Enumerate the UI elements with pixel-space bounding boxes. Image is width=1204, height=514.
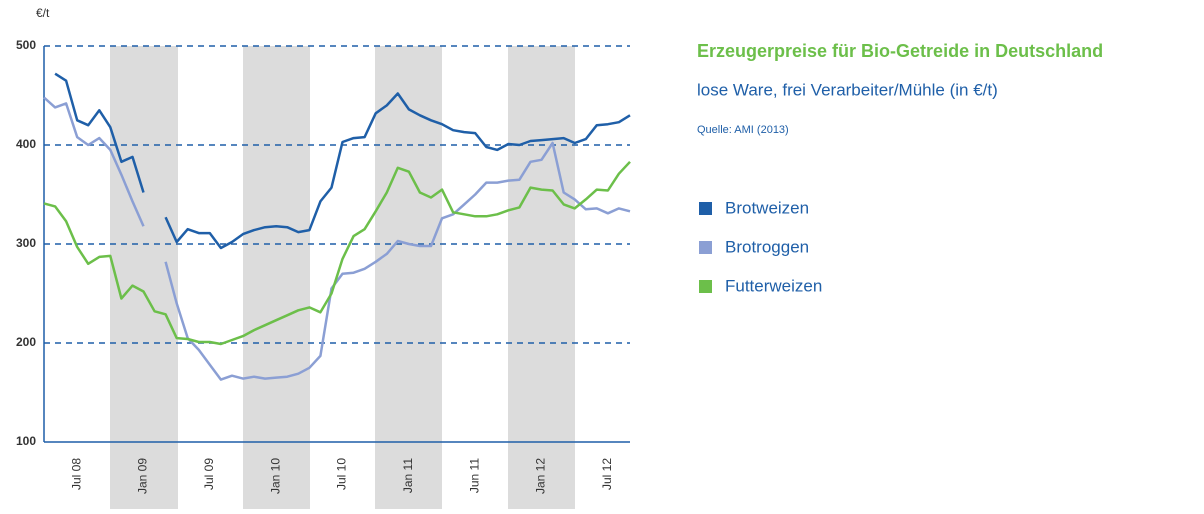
legend-label: Brotroggen	[725, 237, 809, 256]
legend-swatch	[699, 280, 712, 293]
y-tick-label: 200	[16, 335, 36, 349]
x-tick-label: Jul 08	[69, 458, 83, 490]
x-tick-label: Jun 11	[467, 458, 481, 493]
y-tick-label: 400	[16, 137, 36, 151]
band	[375, 46, 442, 509]
legend-swatch	[699, 202, 712, 215]
x-tick-label: Jul 10	[335, 458, 349, 490]
x-tick-label: Jan 09	[136, 458, 150, 494]
band	[243, 46, 310, 509]
y-tick-label: 500	[16, 38, 36, 52]
line	[54, 72, 631, 250]
season-bands	[110, 46, 575, 509]
band	[508, 46, 575, 509]
legend-label: Futterweizen	[725, 276, 822, 295]
x-tick-label: Jan 11	[401, 458, 415, 493]
chart-subtitle: lose Ware, frei Verarbeiter/Mühle (in €/…	[697, 80, 998, 99]
x-tick-label: Jul 09	[202, 458, 216, 490]
chart-title: Erzeugerpreise für Bio-Getreide in Deuts…	[697, 41, 1103, 61]
line	[43, 96, 631, 381]
band	[110, 46, 178, 509]
y-tick-label: 300	[16, 236, 36, 250]
source: Quelle: AMI (2013)	[697, 124, 789, 136]
legend-swatch	[699, 241, 712, 254]
legend-label: Brotweizen	[725, 198, 809, 217]
y-axis-label: €/t	[36, 6, 50, 20]
x-tick-label: Jul 12	[600, 458, 614, 490]
y-tick-label: 100	[16, 434, 36, 448]
x-tick-label: Jan 10	[268, 458, 282, 494]
x-tick-label: Jan 12	[534, 458, 548, 494]
line	[43, 160, 631, 346]
